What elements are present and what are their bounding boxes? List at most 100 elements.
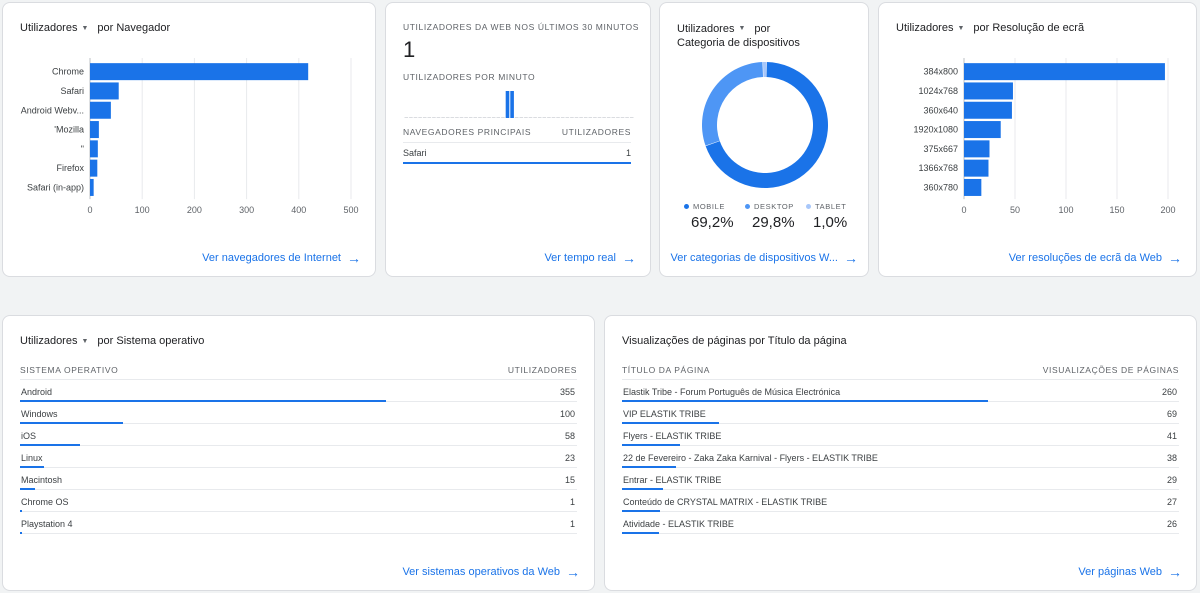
arrow-right-icon[interactable]: → xyxy=(1168,563,1182,580)
x-tick-label: 400 xyxy=(291,205,306,215)
device-link-label[interactable]: Ver categorias de dispositivos W... xyxy=(670,252,838,264)
row-name: Playstation 4 xyxy=(21,519,73,529)
row-value: 23 xyxy=(564,453,575,463)
bar xyxy=(90,121,99,139)
minute-bar xyxy=(514,117,519,118)
table-row[interactable]: Conteúdo de CRYSTAL MATRIX - ELASTIK TRI… xyxy=(622,490,1179,512)
table-row[interactable]: Flyers - ELASTIK TRIBE 41 xyxy=(622,424,1179,446)
minute-bar xyxy=(505,91,510,118)
minute-bar xyxy=(510,91,514,118)
row-bar xyxy=(20,510,22,512)
arrow-right-icon[interactable]: → xyxy=(1168,249,1182,266)
minute-bar xyxy=(473,117,478,118)
legend-value: 1,0% xyxy=(813,214,848,231)
chevron-down-icon[interactable]: ▼ xyxy=(81,24,89,32)
category-label: 'Mozilla xyxy=(54,125,84,135)
chevron-down-icon[interactable]: ▼ xyxy=(738,25,746,32)
realtime-link-label[interactable]: Ver tempo real xyxy=(544,252,616,264)
minute-bar xyxy=(597,117,602,118)
row-bar xyxy=(20,466,44,468)
minute-bar xyxy=(542,117,547,118)
category-label: 360x640 xyxy=(923,105,958,115)
realtime-title: UTILIZADORES DA WEB NOS ÚLTIMOS 30 MINUT… xyxy=(403,22,640,32)
table-row[interactable]: Chrome OS 1 xyxy=(20,490,577,512)
browsers-link[interactable]: Ver navegadores de Internet → xyxy=(202,249,361,266)
os-link-label[interactable]: Ver sistemas operativos da Web xyxy=(402,566,560,578)
x-tick-label: 0 xyxy=(87,205,92,215)
bar xyxy=(964,63,1165,81)
metric-selector[interactable]: Utilizadores xyxy=(677,23,735,35)
table-row[interactable]: Macintosh 15 xyxy=(20,468,577,490)
category-label: " xyxy=(81,144,84,154)
metric-selector[interactable]: Utilizadores xyxy=(20,335,78,347)
pages-link[interactable]: Ver páginas Web → xyxy=(1078,563,1182,580)
minute-bar xyxy=(556,117,560,118)
device-link[interactable]: Ver categorias de dispositivos W... → xyxy=(670,249,858,266)
os-card: Utilizadores ▼ por Sistema operativo SIS… xyxy=(2,315,595,591)
metric-selector[interactable]: Utilizadores xyxy=(20,22,78,34)
row-value: 355 xyxy=(559,387,575,397)
minute-bar xyxy=(551,117,556,118)
row-bar xyxy=(622,532,659,534)
chevron-down-icon[interactable]: ▼ xyxy=(81,337,89,345)
table-row[interactable]: Atividade - ELASTIK TRIBE 26 xyxy=(622,512,1179,534)
per-minute-label: UTILIZADORES POR MINUTO xyxy=(403,72,536,82)
table-row[interactable]: Linux 23 xyxy=(20,446,577,468)
minute-bar xyxy=(436,117,441,118)
bar xyxy=(964,140,990,158)
minute-bar xyxy=(565,117,570,118)
os-link[interactable]: Ver sistemas operativos da Web → xyxy=(402,563,580,580)
minute-bar xyxy=(487,117,491,118)
card-title: Utilizadores ▼ por Categoria de disposit… xyxy=(677,22,800,50)
legend-dot-icon xyxy=(806,204,811,209)
x-tick-label: 200 xyxy=(1160,205,1175,215)
table-row[interactable]: VIP ELASTIK TRIBE 69 xyxy=(622,402,1179,424)
resolution-bar-chart: 0 50 100 150 200 384x800 1024x768 360x640 1920x1… xyxy=(913,58,1176,215)
minute-bar xyxy=(583,117,588,118)
dimension-label: por Navegador xyxy=(97,22,171,34)
realtime-row-value: 1 xyxy=(625,148,631,158)
realtime-link[interactable]: Ver tempo real → xyxy=(544,249,636,266)
arrow-right-icon[interactable]: → xyxy=(347,249,361,266)
row-value: 100 xyxy=(559,409,575,419)
browsers-link-label[interactable]: Ver navegadores de Internet xyxy=(202,252,341,264)
category-label: Chrome xyxy=(52,67,84,77)
minute-bar xyxy=(547,117,551,118)
pageviews-header: VISUALIZAÇÕES DE PÁGINAS xyxy=(1042,365,1179,375)
resolutions-link[interactable]: Ver resoluções de ecrã da Web → xyxy=(1008,249,1182,266)
top-browsers-header: NAVEGADORES PRINCIPAIS xyxy=(403,127,532,137)
minute-bar xyxy=(537,117,542,118)
arrow-right-icon[interactable]: → xyxy=(622,249,636,266)
table-row[interactable]: Android 355 xyxy=(20,380,577,402)
pages-link-label[interactable]: Ver páginas Web xyxy=(1078,566,1162,578)
row-value: 41 xyxy=(1166,431,1177,441)
resolution-card: Utilizadores ▼ por Resolução de ecrã 0 50… xyxy=(878,2,1197,277)
minute-bar xyxy=(409,117,413,118)
x-tick-label: 200 xyxy=(187,205,202,215)
metric-selector[interactable]: Utilizadores xyxy=(896,22,954,34)
x-tick-label: 100 xyxy=(135,205,150,215)
arrow-right-icon[interactable]: → xyxy=(566,563,580,580)
table-row[interactable]: iOS 58 xyxy=(20,424,577,446)
row-value: 15 xyxy=(564,475,575,485)
bar xyxy=(90,82,119,100)
table-row[interactable]: Entrar - ELASTIK TRIBE 29 xyxy=(622,468,1179,490)
row-name: Chrome OS xyxy=(21,497,69,507)
table-row[interactable]: Windows 100 xyxy=(20,402,577,424)
table-row[interactable]: Playstation 4 1 xyxy=(20,512,577,534)
minute-bar xyxy=(455,117,459,118)
legend-label: DESKTOP xyxy=(754,202,794,211)
category-label: 1024x768 xyxy=(918,86,958,96)
table-row[interactable]: 22 de Fevereiro - Zaka Zaka Karnival - F… xyxy=(622,446,1179,468)
row-bar xyxy=(622,510,661,512)
row-bar xyxy=(20,400,387,402)
arrow-right-icon[interactable]: → xyxy=(844,249,858,266)
resolutions-link-label[interactable]: Ver resoluções de ecrã da Web xyxy=(1008,252,1162,264)
minute-bar xyxy=(459,117,464,118)
minute-bar xyxy=(491,117,496,118)
row-name: Linux xyxy=(21,453,43,463)
row-name: iOS xyxy=(21,431,37,441)
row-name: Android xyxy=(21,387,53,397)
chevron-down-icon[interactable]: ▼ xyxy=(957,24,965,32)
table-row[interactable]: Elastik Tribe - Forum Português de Músic… xyxy=(622,380,1179,402)
